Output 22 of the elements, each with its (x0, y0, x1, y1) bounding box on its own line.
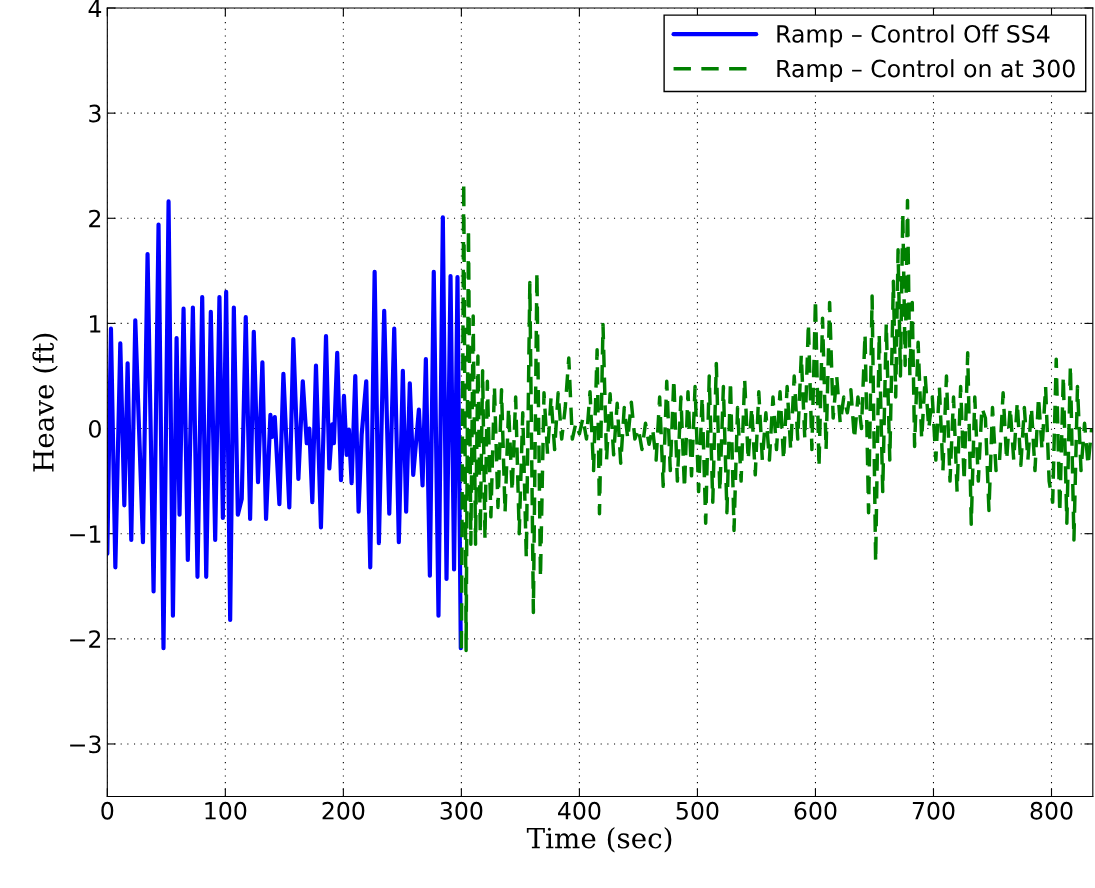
y-tick-label: −3 (70, 735, 101, 754)
y-tick-label: −1 (70, 525, 101, 543)
legend-label: Ramp – Control on at 300 (777, 59, 1075, 83)
y-axis-title: Heave (ft) (32, 333, 58, 472)
x-tick-label: 600 (794, 801, 837, 820)
y-tick-label: 1 (90, 315, 101, 333)
x-tick-label: 200 (322, 801, 365, 820)
x-tick-label: 400 (558, 801, 601, 820)
x-tick-label: 300 (440, 801, 483, 820)
legend-label: Ramp – Control Off SS4 (777, 24, 1050, 48)
y-tick-label: 3 (89, 104, 101, 123)
y-tick-label: 0 (88, 420, 101, 438)
x-tick-label: 100 (205, 801, 247, 820)
x-tick-label: 0 (101, 801, 114, 820)
line-series (107, 199, 463, 651)
x-tick-label: 800 (1030, 801, 1073, 820)
x-axis-title: Time (sec) (526, 827, 672, 853)
x-tick-label: 500 (676, 801, 719, 820)
y-tick-label: 2 (89, 209, 101, 228)
y-tick-label: 4 (88, 0, 102, 17)
y-tick-label: −2 (70, 630, 101, 648)
x-tick-label: 700 (912, 801, 955, 820)
